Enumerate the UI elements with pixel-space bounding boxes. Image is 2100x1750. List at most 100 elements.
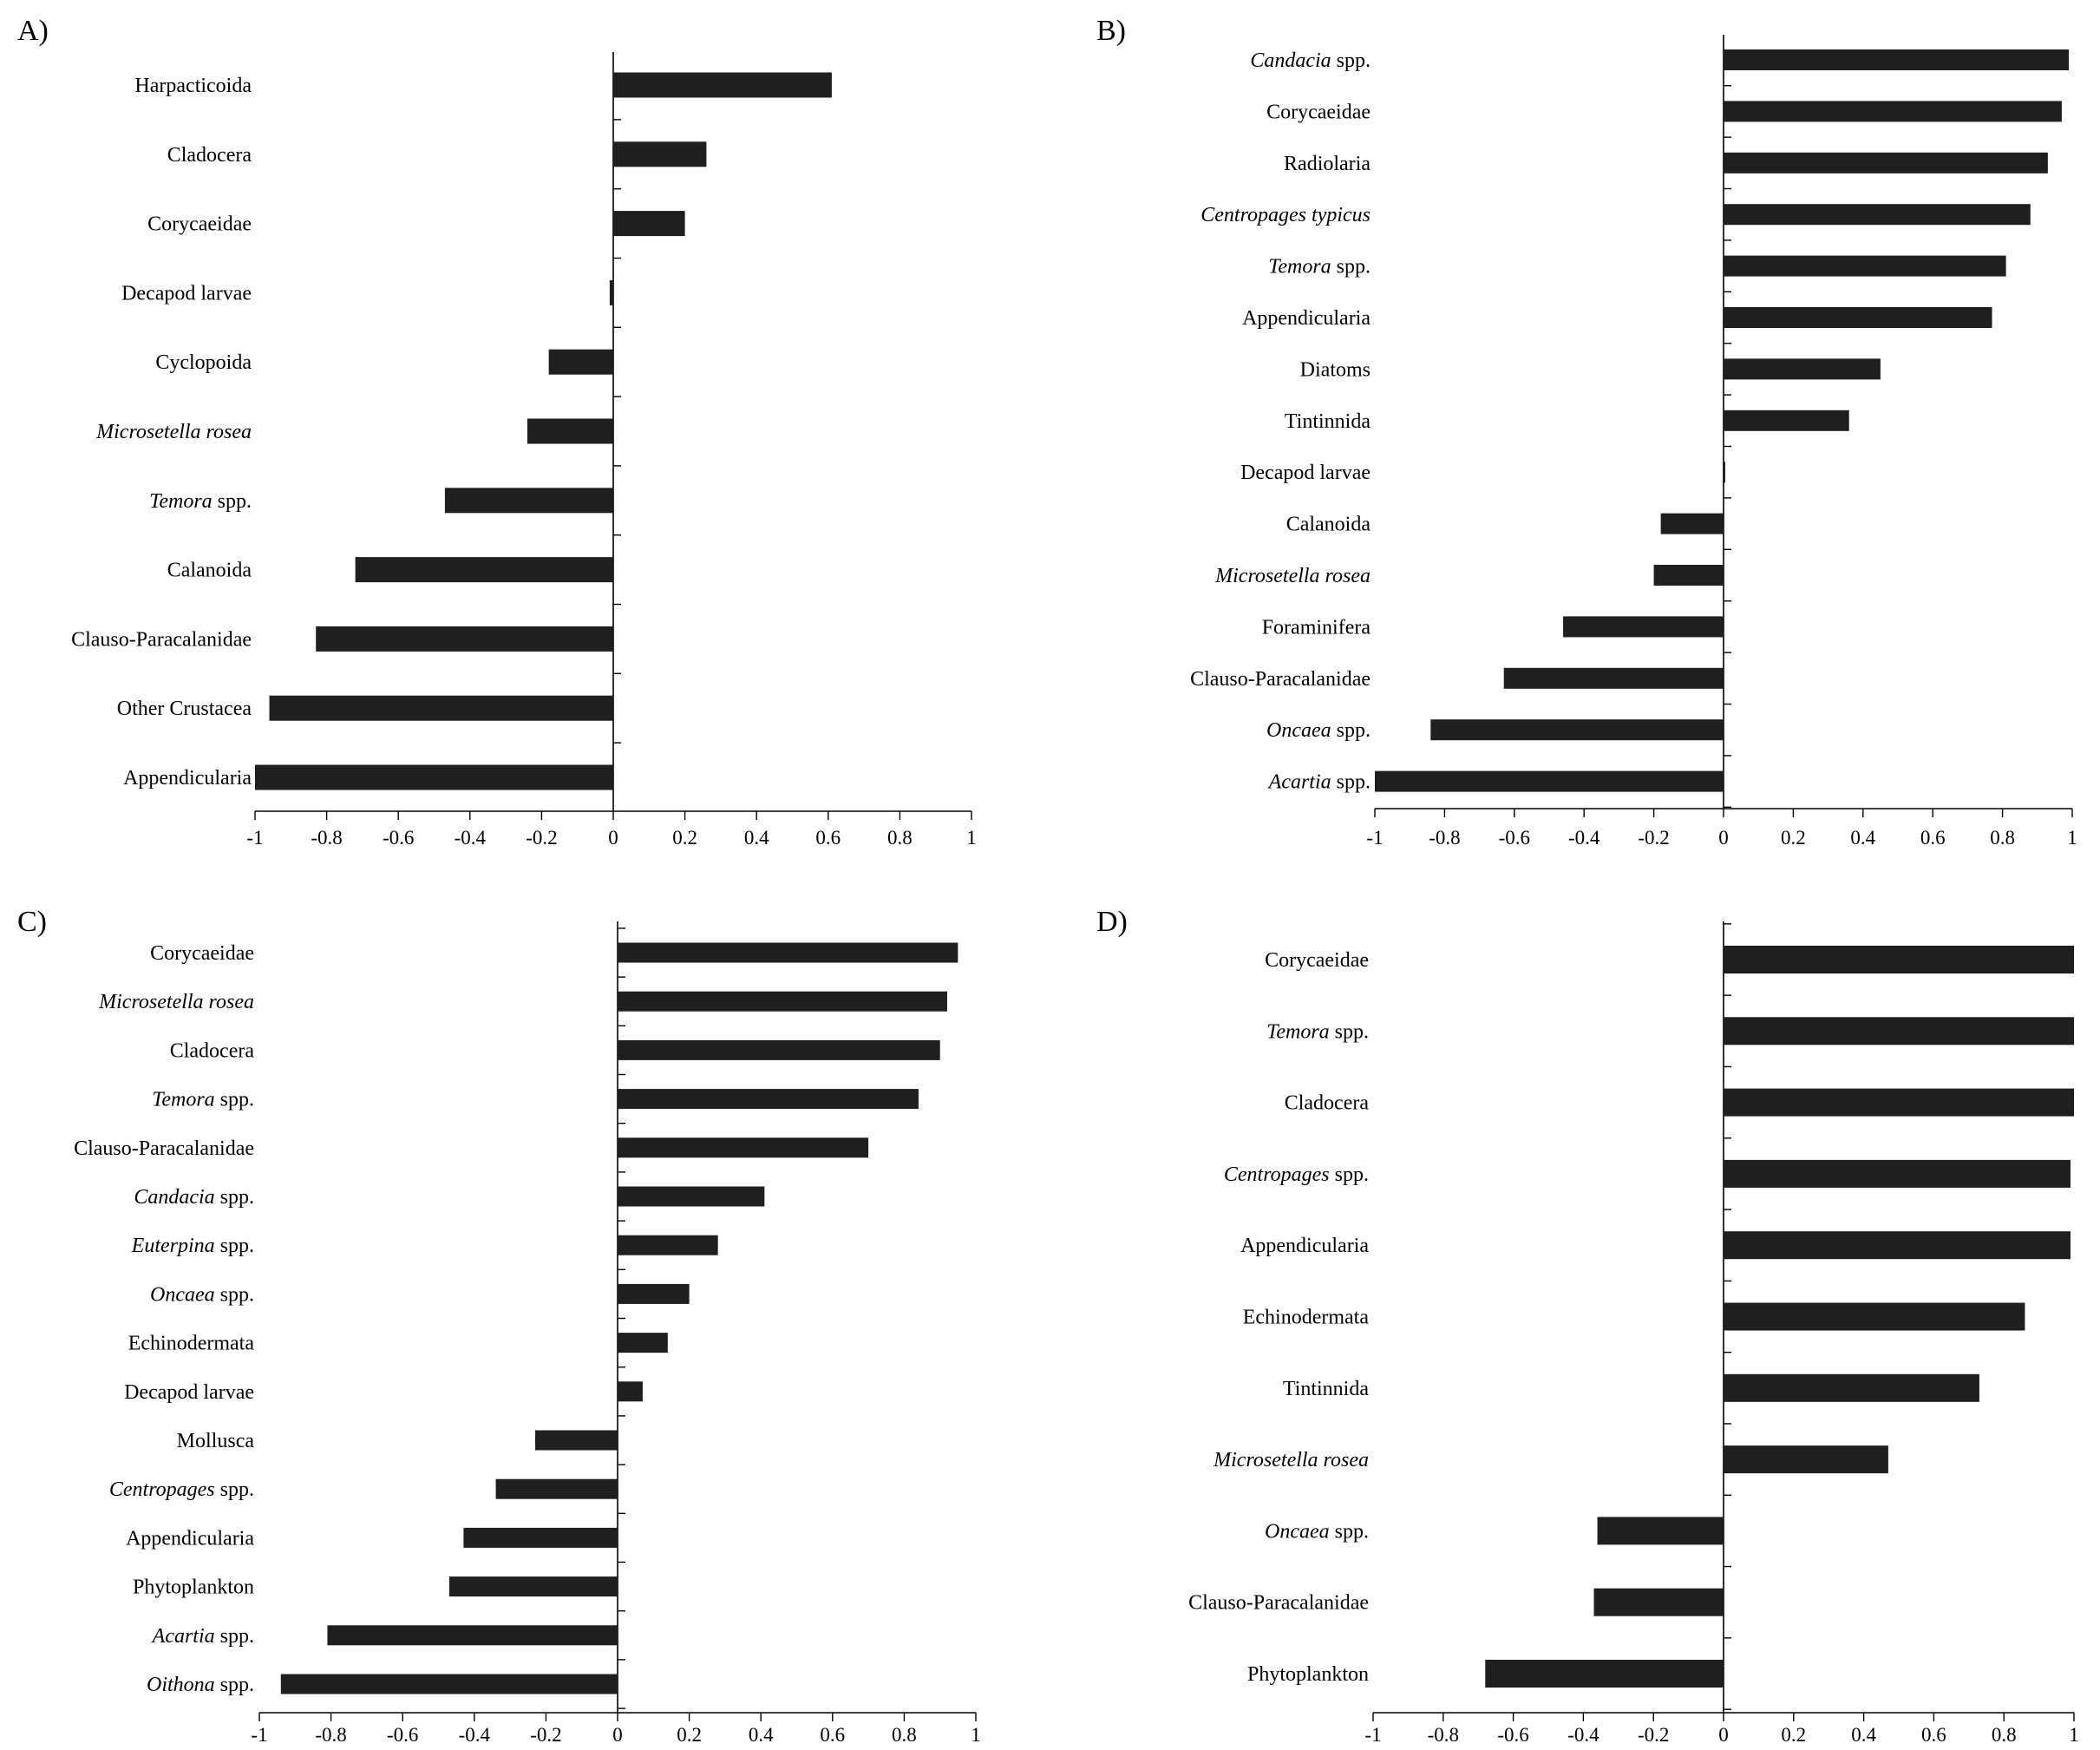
panel-a-category-label-cladocera: Cladocera (167, 144, 252, 167)
panel-d-x-tick-label: -0.2 (1638, 1724, 1669, 1746)
panel-d-bar-microsetella-rosea (1724, 1445, 1888, 1474)
panel-d: D) -1 -0.8 -0.6 -0.4 -0.2 0 0.2 0.4 0.6 0.8 1 Coryca… (1096, 906, 2079, 1746)
panel-a-category-label-corycaeidae: Corycaeidae (147, 213, 252, 236)
panel-d-x-tick-label: -0.4 (1567, 1724, 1600, 1746)
panel-c-x-tick-label: 0 (612, 1724, 623, 1746)
panel-d-bar-appendicularia (1724, 1231, 2071, 1260)
panel-b-category-label-centropages-typicus: Centropages typicus (1200, 204, 1371, 226)
panel-b-x-tick-label: 0 (1718, 827, 1729, 849)
panel-d-bar-echinodermata (1724, 1302, 2025, 1331)
panel-d-category-label-appendicularia: Appendicularia (1240, 1235, 1369, 1257)
panel-d-x-tick-label: 0.4 (1851, 1724, 1876, 1746)
panel-c-x-tick-label: 0.2 (677, 1724, 702, 1746)
panel-a-x-tick-label: 0.4 (744, 827, 769, 849)
panel-b-bar-calanoida (1660, 513, 1724, 534)
panel-b-x-tick-label: -0.6 (1499, 827, 1530, 849)
panel-c-category-label-microsetella-rosea: Microsetella rosea (98, 991, 254, 1013)
panel-a-x-tick-label: 0 (608, 827, 618, 849)
panel-b-category-label-acartia: Acartia spp. (1267, 771, 1371, 794)
panel-a-x-tick-label: -0.4 (455, 827, 487, 849)
panel-d-letter: D) (1096, 906, 1128, 938)
panel-c-category-label-corycaeidae: Corycaeidae (150, 942, 254, 965)
panel-d-category-label-corycaeidae: Corycaeidae (1265, 949, 1369, 972)
panel-a-category-label-microsetella-rosea: Microsetella rosea (95, 421, 252, 443)
panel-b-x-tick-label: -0.4 (1568, 827, 1600, 849)
panel-a-bar-corycaeidae (613, 211, 685, 237)
panel-a-bar-clauso-paracalanidae (316, 626, 613, 652)
panel-c-bar-mollusca (535, 1430, 618, 1451)
panel-d-bar-centropages (1724, 1159, 2071, 1188)
panel-b-bar-acartia (1375, 770, 1724, 792)
panel-a-x-tick-label: -0.8 (311, 827, 342, 849)
panel-b-bar-centropages-typicus (1724, 204, 2031, 226)
panel-b-x-tick-label: -0.2 (1638, 827, 1669, 849)
panel-b-bar-clauso-paracalanidae (1503, 667, 1724, 689)
panel-c-category-label-temora: Temora spp. (152, 1089, 254, 1111)
panel-b-category-label-diatoms: Diatoms (1300, 358, 1371, 381)
panel-a-category-label-calanoida: Calanoida (167, 560, 252, 582)
panel-d-category-label-tintinnida: Tintinnida (1283, 1378, 1369, 1400)
panel-c-category-label-phytoplankton: Phytoplankton (133, 1576, 254, 1599)
panel-d-x-tick-label: -0.8 (1428, 1724, 1459, 1746)
panel-b-bar-microsetella-rosea (1653, 565, 1724, 586)
panel-b-category-label-corycaeidae: Corycaeidae (1266, 101, 1371, 123)
panel-b-category-label-decapod-larvae: Decapod larvae (1240, 462, 1371, 484)
panel-c: C) -1 -0.8 -0.6 -0.4 -0.2 0 0.2 0.4 0.6 0.8 1 Coryca… (17, 906, 981, 1746)
panel-c-category-label-decapod-larvae: Decapod larvae (124, 1381, 254, 1404)
panel-d-category-label-phytoplankton: Phytoplankton (1247, 1663, 1369, 1686)
panel-c-category-label-oithona: Oithona spp. (147, 1674, 254, 1696)
panel-d-x-tick-label: -1 (1364, 1724, 1381, 1746)
panel-c-category-label-clauso-paracalanidae: Clauso-Paracalanidae (74, 1137, 254, 1160)
panel-a-x-tick-label: -0.2 (526, 827, 557, 849)
panel-b-bar-decapod-larvae (1724, 462, 1725, 483)
panel-c-x-tick-label: 0.6 (820, 1724, 845, 1746)
panel-a-x-tick-label: -1 (246, 827, 263, 849)
panel-d-x-tick-label: 1 (2069, 1724, 2079, 1746)
panel-c-category-label-cladocera: Cladocera (170, 1039, 255, 1062)
panel-d-bar-temora (1724, 1017, 2074, 1045)
panel-c-bar-echinodermata (618, 1333, 668, 1353)
panel-b-letter: B) (1096, 15, 1126, 47)
panel-d-bar-tintinnida (1724, 1373, 1979, 1402)
panel-a-category-label-other-crustacea: Other Crustacea (117, 698, 252, 720)
panel-a-bar-cladocera (613, 141, 707, 167)
panel-c-bar-phytoplankton (448, 1576, 618, 1597)
panel-c-bar-acartia (327, 1625, 618, 1646)
panel-c-bar-oithona (280, 1674, 618, 1694)
panel-c-category-label-candacia: Candacia spp. (134, 1186, 254, 1209)
panel-b-category-label-candacia: Candacia spp. (1250, 49, 1371, 72)
panel-b-category-label-foraminifera: Foraminifera (1262, 616, 1371, 639)
panel-b-category-label-tintinnida: Tintinnida (1285, 410, 1371, 433)
panel-c-category-label-centropages: Centropages spp. (109, 1478, 254, 1501)
panel-d-x-tick-label: 0.6 (1921, 1724, 1946, 1746)
panel-c-bar-decapod-larvae (618, 1381, 643, 1402)
panel-a-x-tick-label: 0.6 (815, 827, 841, 849)
panel-b-bar-foraminifera (1563, 616, 1724, 638)
panel-d-category-label-oncaea: Oncaea spp. (1265, 1520, 1369, 1543)
panel-d-bar-phytoplankton (1485, 1660, 1724, 1688)
panel-c-x-tick-label: -0.8 (315, 1724, 346, 1746)
panel-c-category-label-oncaea: Oncaea spp. (150, 1283, 254, 1306)
panel-a-bar-decapod-larvae (609, 279, 613, 305)
panel-c-x-tick-label: -0.4 (459, 1724, 491, 1746)
panel-c-bar-euterpina (618, 1235, 718, 1255)
panel-c-bar-microsetella-rosea (618, 991, 947, 1012)
panel-a-x-tick-label: 0.2 (672, 827, 697, 849)
panel-b-x-tick-label: 0.6 (1920, 827, 1946, 849)
panel-c-bar-centropages (495, 1478, 618, 1499)
panel-d-x-tick-label: 0.8 (1992, 1724, 2017, 1746)
panel-a-category-label-clauso-paracalanidae: Clauso-Paracalanidae (71, 628, 252, 651)
panel-d-bar-corycaeidae (1724, 946, 2074, 973)
panel-b-category-label-appendicularia: Appendicularia (1242, 307, 1371, 330)
panel-b-x-tick-label: 0.4 (1850, 827, 1875, 849)
panel-b-category-label-radiolaria: Radiolaria (1284, 153, 1371, 175)
panel-a-bar-other-crustacea (269, 695, 613, 721)
panel-c-category-label-appendicularia: Appendicularia (126, 1527, 254, 1550)
panel-b-category-label-oncaea: Oncaea spp. (1266, 719, 1371, 742)
panel-a-bar-microsetella-rosea (527, 418, 613, 444)
panel-d-category-label-cladocera: Cladocera (1285, 1092, 1370, 1115)
panel-c-bar-clauso-paracalanidae (618, 1137, 869, 1158)
panel-a-bar-temora (444, 488, 613, 514)
panel-b-bar-tintinnida (1724, 410, 1849, 431)
panel-c-x-tick-label: 0.8 (892, 1724, 917, 1746)
